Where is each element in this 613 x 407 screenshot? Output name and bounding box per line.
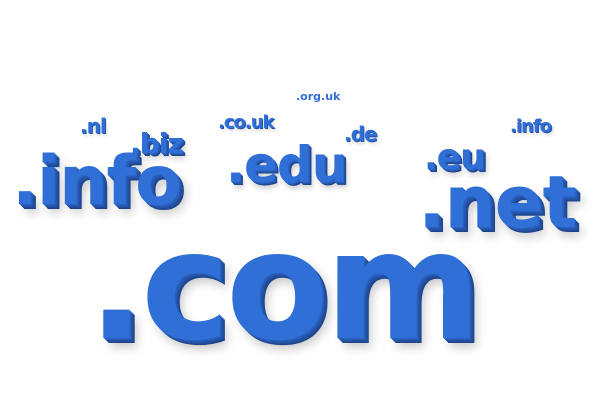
- tld-org-uk: .org.uk: [296, 90, 341, 103]
- tld-info-small: .info: [510, 116, 552, 137]
- tld-info-large: .info: [12, 142, 182, 221]
- tld-edu: .edu: [226, 136, 347, 194]
- tld-biz: .biz: [130, 127, 184, 160]
- tld-de: .de: [344, 122, 377, 146]
- tld-co-uk: .co.uk: [218, 112, 274, 133]
- tld-nl: .nl: [80, 114, 107, 138]
- tld-net: .net: [418, 160, 577, 244]
- tld-com: .com: [88, 200, 481, 374]
- tld-eu: .eu: [424, 137, 486, 178]
